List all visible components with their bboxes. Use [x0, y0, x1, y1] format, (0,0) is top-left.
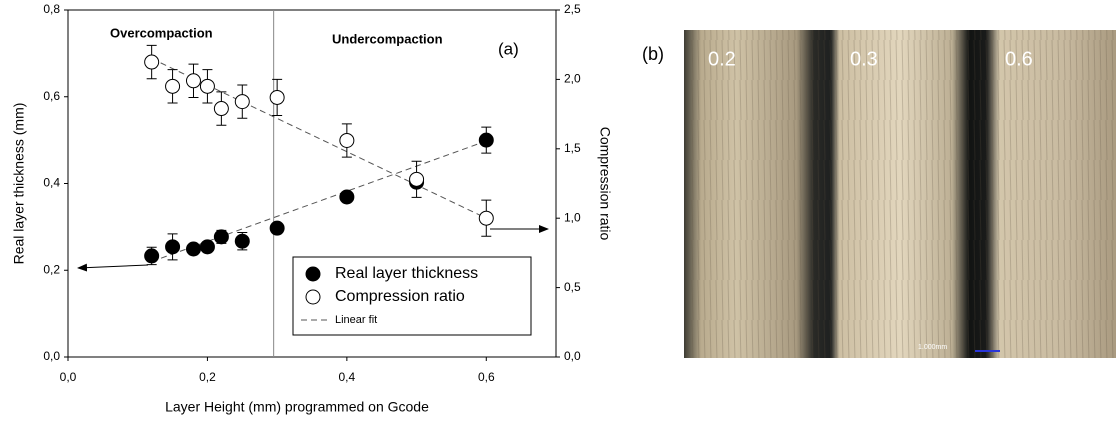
legend-marker [305, 289, 321, 305]
legend-marker [305, 266, 321, 282]
x-tick-label: 0,2 [199, 370, 216, 384]
y2-axis-label: Compression ratio [597, 127, 613, 241]
x-tick-label: 0,0 [60, 370, 77, 384]
y-tick-label: 0,0 [43, 349, 60, 363]
chart: 0,0 0,2 0,4 0,6 0,0 0,2 0,4 0,6 0,8 0,0 0,5 1,0 1,5 2… [11, 2, 614, 415]
y2-tick-label: 2,5 [564, 2, 581, 16]
data-point [199, 78, 215, 94]
data-point [144, 248, 160, 264]
y2-tick-label: 0,0 [564, 349, 581, 363]
photo-panel: (b) 0.2 0.3 0.6 1.000mm [642, 30, 1116, 358]
strip-label: 0.2 [708, 48, 736, 70]
data-point [339, 189, 355, 205]
data-point [234, 233, 250, 249]
legend-label: Real layer thickness [335, 265, 478, 282]
photo-grain [684, 30, 1116, 358]
x-axis-label: Layer Height (mm) programmed on Gcode [165, 399, 429, 415]
data-point [269, 220, 285, 236]
x-tick-label: 0,6 [478, 370, 495, 384]
data-point [234, 94, 250, 110]
data-point [165, 239, 181, 255]
y-axis-label: Real layer thickness (mm) [11, 103, 27, 265]
legend-label: Linear fit [335, 314, 377, 326]
annotation: Undercompaction [332, 31, 443, 46]
annotation: (a) [498, 39, 519, 58]
y-tick-label: 0,4 [43, 176, 60, 190]
data-point [185, 241, 201, 257]
data-point [409, 171, 425, 187]
data-point [478, 210, 494, 226]
y2-tick-label: 0,5 [564, 280, 581, 294]
data-point [199, 239, 215, 255]
x-tick-label: 0,4 [339, 370, 356, 384]
y2-tick-label: 1,5 [564, 141, 581, 155]
legend-label: Compression ratio [335, 288, 465, 305]
y-tick-label: 0,8 [43, 2, 60, 16]
data-point [478, 132, 494, 148]
data-point [165, 78, 181, 94]
legend-box [292, 256, 532, 336]
axis-arrow [77, 263, 149, 272]
data-point [144, 54, 160, 70]
data-point [185, 73, 201, 89]
y2-tick-label: 1,0 [564, 210, 581, 224]
strip-label: 0.3 [850, 48, 878, 70]
data-point [269, 89, 285, 105]
y-tick-label: 0,6 [43, 89, 60, 103]
y-tick-label: 0,2 [43, 262, 60, 276]
data-point [213, 101, 229, 117]
data-point [213, 229, 229, 245]
scale-bar-label: 1.000mm [918, 344, 947, 351]
panel-label: (b) [642, 44, 664, 64]
y2-tick-label: 2,0 [564, 72, 581, 86]
strip-label: 0.6 [1005, 48, 1033, 70]
annotation: Overcompaction [110, 25, 213, 40]
data-point [339, 132, 355, 148]
